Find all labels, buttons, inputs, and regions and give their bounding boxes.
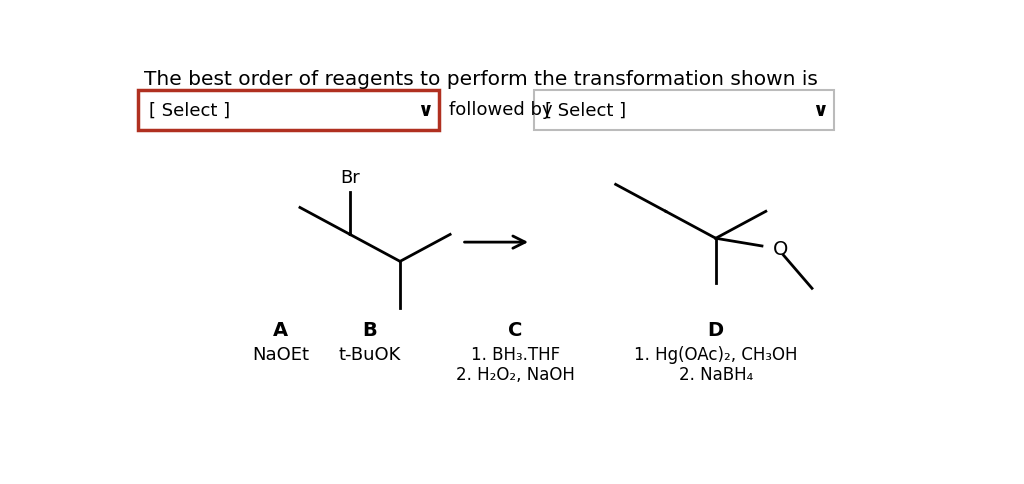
Text: The best order of reagents to perform the transformation shown is: The best order of reagents to perform th… [144, 70, 818, 90]
Text: B: B [361, 321, 377, 340]
Text: O: O [773, 240, 788, 258]
Text: A: A [273, 321, 289, 340]
Text: 1. BH₃.THF: 1. BH₃.THF [471, 346, 560, 364]
Text: D: D [708, 321, 724, 340]
Text: 1. Hg(OAc)₂, CH₃OH: 1. Hg(OAc)₂, CH₃OH [634, 346, 798, 364]
Text: C: C [508, 321, 522, 340]
Text: [ Select ]: [ Select ] [150, 102, 230, 120]
Bar [138, 91, 438, 131]
Text: Br: Br [340, 168, 359, 187]
Text: ∨: ∨ [812, 101, 828, 120]
Text: [ Select ]: [ Select ] [545, 102, 626, 120]
Bar [535, 91, 835, 131]
Text: t-BuOK: t-BuOK [338, 346, 400, 364]
Text: NaOEt: NaOEt [252, 346, 309, 364]
Text: ∨: ∨ [417, 101, 432, 120]
Text: followed by: followed by [450, 102, 553, 120]
Text: 2. NaBH₄: 2. NaBH₄ [679, 366, 753, 384]
Text: 2. H₂O₂, NaOH: 2. H₂O₂, NaOH [456, 366, 575, 384]
